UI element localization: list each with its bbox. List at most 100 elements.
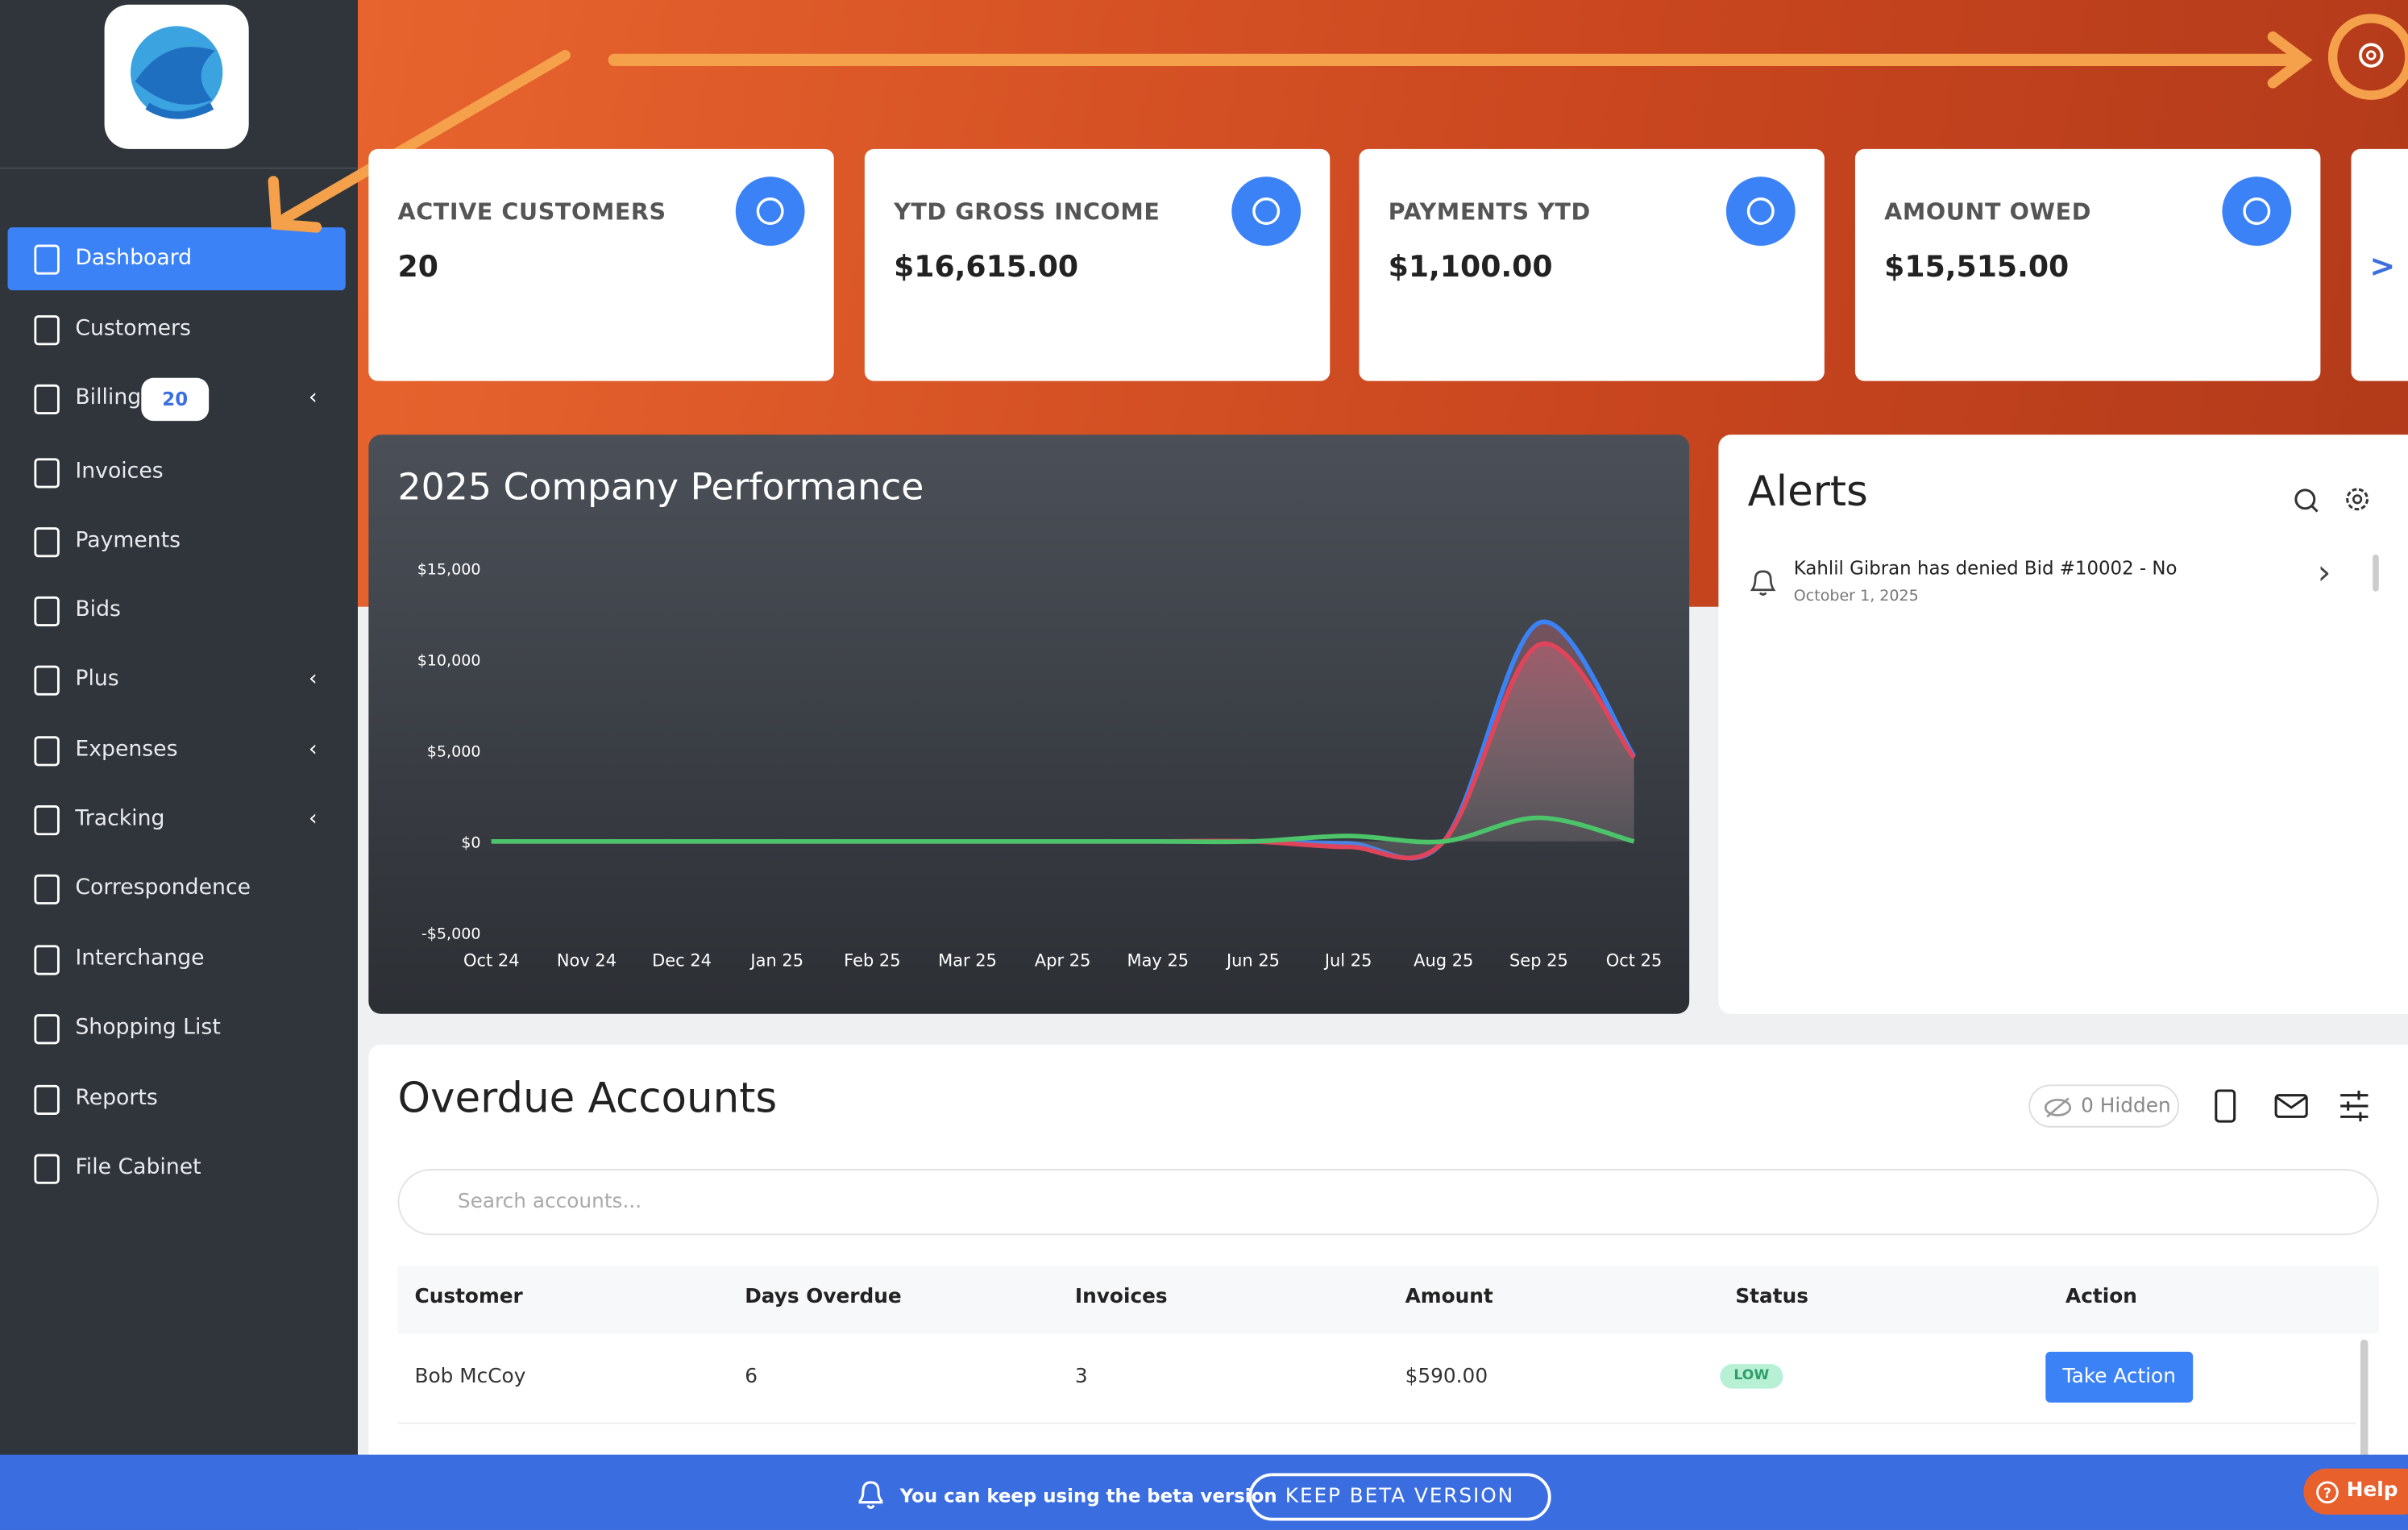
billing-badge: 20 (141, 377, 210, 422)
beta-banner: You can keep using the beta version KEEP… (0, 1454, 2408, 1530)
card-partial[interactable]: > (2351, 148, 2408, 381)
chart: -$5,000 $0 $5,000 $10,000 $15,000 Oct 24 Nov 2… (417, 561, 1663, 971)
card-value: 20 (397, 250, 438, 285)
overdue-panel: Overdue Accounts 0 Hidden Search account… (368, 1044, 2408, 1530)
icon-shape (34, 1154, 60, 1184)
menu-item[interactable]: File Cabinet (8, 1137, 346, 1199)
stat-card[interactable]: PAYMENTS YTD $1,100.00 (1359, 148, 1825, 381)
x-tick-label: Aug 25 (1414, 951, 1473, 971)
x-tick-label: Oct 25 (1606, 951, 1663, 971)
logo-art (130, 26, 223, 119)
icon-shape (34, 458, 60, 489)
chevron: ‹ (309, 737, 318, 763)
x-tick-label: Jun 25 (1225, 951, 1280, 971)
card-icon-art (1252, 197, 1281, 225)
search-placeholder: Search accounts... (457, 1190, 642, 1214)
menu-item[interactable]: Billing ‹ 20 (8, 367, 346, 430)
bell-icon (1750, 570, 1776, 596)
cards-next[interactable]: > (2369, 247, 2396, 285)
column-header: Amount (1405, 1285, 1493, 1309)
menu-item[interactable]: Plus ‹ (8, 648, 346, 711)
icon-shape (34, 874, 60, 904)
menu-icon (34, 805, 60, 836)
overdue-title: Overdue Accounts (397, 1075, 778, 1124)
menu-icon (34, 665, 60, 696)
menu-icon (34, 458, 60, 489)
menu-item[interactable]: Shopping List (8, 997, 346, 1060)
cell: Bob McCoy (414, 1366, 526, 1389)
menu-item[interactable]: Invoices (8, 441, 346, 504)
y-tick-label: $0 (461, 834, 480, 851)
menu-icon (34, 736, 60, 767)
stat-card[interactable]: AMOUNT OWED $15,515.00 (1854, 148, 2321, 381)
x-tick-label: May 25 (1127, 951, 1189, 971)
icon-shape (2243, 197, 2271, 225)
y-tick-label: $10,000 (417, 652, 481, 670)
alert-date: October 1, 2025 (1793, 588, 1919, 605)
menu-icon (34, 384, 60, 415)
alert-chevron[interactable]: › (2317, 554, 2331, 593)
table-scrollbar (2360, 1339, 2369, 1463)
x-tick-label: Apr 25 (1035, 951, 1091, 971)
icon-shape (34, 805, 60, 836)
card-icon (1231, 177, 1302, 246)
logo[interactable] (104, 4, 249, 149)
take-action-button[interactable]: Take Action (2045, 1351, 2194, 1403)
menu-item[interactable]: Reports (8, 1067, 346, 1130)
menu-icon (34, 596, 60, 627)
card-icon-art (756, 197, 784, 225)
icon-shape (34, 384, 60, 415)
menu-item[interactable]: Payments (8, 510, 346, 573)
card-value: $1,100.00 (1388, 250, 1553, 285)
menu-item[interactable]: Dashboard (7, 227, 346, 291)
icon-shape (34, 665, 60, 696)
menu-icon (34, 1084, 60, 1115)
menu-item[interactable]: Correspondence (8, 857, 346, 920)
x-tick-label: Jul 25 (1323, 951, 1372, 971)
icon-shape (1252, 197, 1281, 225)
stat-card[interactable]: ACTIVE CUSTOMERS 20 (368, 148, 834, 381)
cell: $590.00 (1405, 1366, 1488, 1389)
x-tick-label: Oct 24 (463, 951, 520, 971)
alerts-tools[interactable] (2286, 480, 2378, 521)
help-icon: ? (2316, 1481, 2339, 1504)
card-title: PAYMENTS YTD (1388, 197, 1591, 227)
hidden-toggle[interactable]: 0 Hidden (2028, 1084, 2180, 1128)
column-header: Action (2065, 1285, 2137, 1309)
sidebar: Dashboard Customers Billing ‹ 20 Invoices Paym… (0, 0, 359, 1530)
menu-item[interactable]: Bids (8, 579, 346, 642)
hidden-count: 0 Hidden (2081, 1095, 2171, 1119)
icon-shape (34, 1014, 60, 1045)
chart-title: 2025 Company Performance (397, 465, 924, 509)
menu-item[interactable]: Customers (8, 298, 346, 361)
bell-icon (858, 1481, 883, 1509)
stat-card[interactable]: YTD GROSS INCOME $16,615.00 (864, 148, 1331, 381)
x-tick-label: Feb 25 (844, 951, 900, 971)
cell: 3 (1074, 1366, 1088, 1389)
icon-shape (1750, 570, 1776, 596)
alert-text[interactable]: Kahlil Gibran has denied Bid #10002 - No (1793, 557, 2178, 580)
y-tick-label: $15,000 (417, 561, 481, 579)
column-header: Status (1735, 1285, 1808, 1309)
keep-beta-button[interactable]: KEEP BETA VERSION (1248, 1473, 1551, 1521)
icon-shape (34, 596, 60, 627)
icon-shape (34, 736, 60, 767)
icon-shape (34, 315, 60, 346)
card-icon (2222, 177, 2292, 246)
x-tick-label: Mar 25 (938, 951, 997, 971)
menu-item[interactable]: Interchange (8, 928, 346, 991)
search-box[interactable]: Search accounts... (397, 1169, 2379, 1236)
overdue-tools[interactable] (2205, 1087, 2374, 1128)
table-header (397, 1266, 2379, 1334)
banner-text: You can keep using the beta version (899, 1485, 1277, 1507)
menu-item[interactable]: Tracking ‹ (8, 788, 346, 851)
menu-icon (34, 315, 60, 346)
svg-text:?: ? (2323, 1486, 2331, 1502)
card-title: AMOUNT OWED (1884, 197, 2092, 227)
icon-shape (1746, 197, 1775, 225)
menu-item[interactable]: Expenses ‹ (8, 719, 346, 782)
help-button[interactable]: ? Help (2303, 1468, 2408, 1515)
row-divider (397, 1422, 2356, 1424)
column-header: Customer (414, 1285, 523, 1309)
